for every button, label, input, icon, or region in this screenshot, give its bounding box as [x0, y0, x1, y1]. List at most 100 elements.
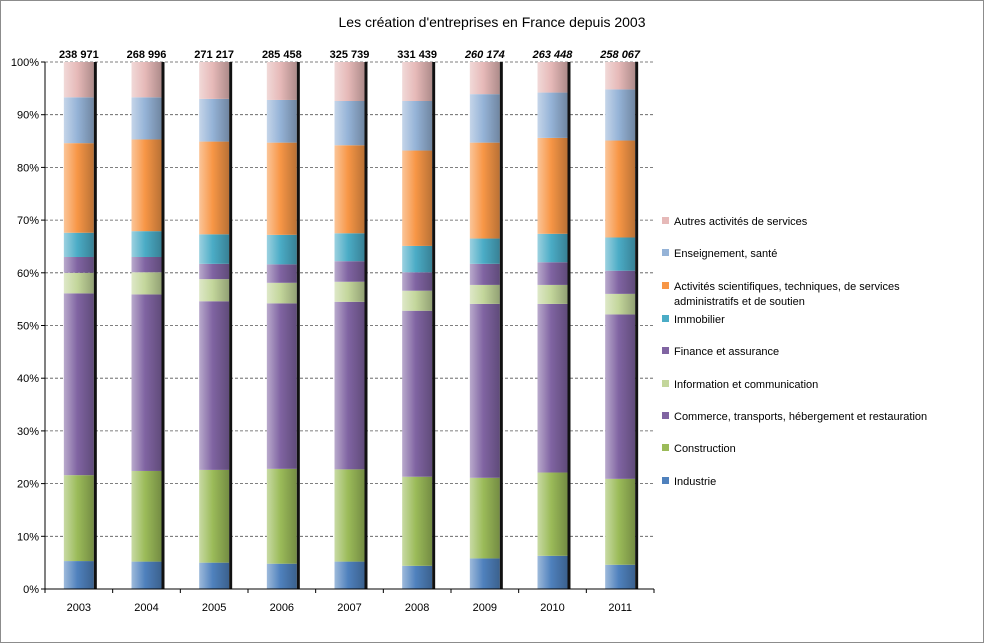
bar-segment-commerce-transports-hebergement-et-restauration-2006 — [266, 303, 297, 469]
total-labels: 238 971 268 996 271 217 285 458 325 739 331 4… — [59, 49, 641, 61]
bar-segment-information-et-communication-2006 — [266, 282, 297, 304]
bar-segment-activites-scientifiques-techniques-de-services-administratifs-et-de-soutien-2011 — [605, 140, 636, 238]
x-axis: 2003 2004 2005 2006 2007 2008 2009 2010 2011 — [44, 588, 655, 614]
bar-segment-enseignement-sante-2004 — [131, 97, 162, 140]
legend-swatch — [662, 444, 669, 451]
bar-segment-immobilier-2006 — [266, 234, 297, 265]
bar-2008 — [402, 62, 436, 589]
bar-segment-commerce-transports-hebergement-et-restauration-2011 — [605, 314, 636, 479]
bar-segment-construction-2007 — [334, 469, 365, 562]
bar-shadow — [499, 62, 503, 589]
legend-label: Finance et assurance — [674, 346, 779, 358]
legend-swatch — [662, 282, 669, 289]
x-tick-label: 2003 — [67, 602, 91, 614]
bar-segment-finance-et-assurance-2006 — [266, 264, 297, 283]
y-tick-label: 50% — [17, 321, 39, 333]
bar-segment-information-et-communication-2010 — [537, 284, 568, 304]
bar-segment-immobilier-2007 — [334, 233, 365, 262]
bar-segment-industrie-2008 — [402, 565, 433, 589]
x-tick-label: 2011 — [608, 602, 632, 614]
legend-swatch — [662, 217, 669, 224]
bar-2003 — [63, 62, 97, 589]
bar-shadow — [635, 62, 639, 589]
bar-segment-enseignement-sante-2010 — [537, 92, 568, 138]
bar-segment-immobilier-2003 — [63, 232, 94, 257]
bar-segment-activites-scientifiques-techniques-de-services-administratifs-et-de-soutien-2009 — [469, 142, 500, 239]
bar-segment-industrie-2005 — [199, 562, 230, 589]
bar-segment-immobilier-2010 — [537, 233, 568, 263]
legend-swatch — [662, 477, 669, 484]
bar-segment-finance-et-assurance-2005 — [199, 263, 230, 280]
bar-segment-autres-activites-de-services-2007 — [334, 62, 365, 101]
bar-segment-autres-activites-de-services-2009 — [469, 62, 500, 95]
legend-item-commerce-transports-hebergement-et-restauration: Commerce, transports, hébergement et res… — [662, 411, 927, 423]
bar-segment-commerce-transports-hebergement-et-restauration-2007 — [334, 301, 365, 470]
x-tick-label: 2010 — [540, 602, 564, 614]
total-label: 258 067 — [599, 49, 641, 61]
legend-swatch — [662, 412, 669, 419]
bar-segment-industrie-2010 — [537, 555, 568, 589]
bar-2010 — [537, 62, 571, 589]
bar-segment-autres-activites-de-services-2003 — [63, 62, 94, 98]
bar-2011 — [605, 62, 639, 589]
total-label: 263 448 — [532, 49, 574, 61]
bar-segment-commerce-transports-hebergement-et-restauration-2005 — [199, 301, 230, 470]
bar-2009 — [469, 62, 503, 589]
total-label: 285 458 — [262, 49, 302, 61]
bar-segment-finance-et-assurance-2007 — [334, 261, 365, 282]
bar-segment-immobilier-2004 — [131, 231, 162, 257]
y-tick-label: 70% — [17, 215, 39, 227]
bar-2005 — [199, 62, 233, 589]
bar-2007 — [334, 62, 368, 589]
bar-segment-finance-et-assurance-2009 — [469, 263, 500, 285]
y-tick-label: 100% — [11, 57, 39, 69]
y-tick-label: 90% — [17, 110, 39, 122]
x-tick-label: 2008 — [405, 602, 429, 614]
total-label: 271 217 — [194, 49, 234, 61]
bar-segment-enseignement-sante-2009 — [469, 94, 500, 143]
bar-segment-information-et-communication-2003 — [63, 272, 94, 294]
bar-segment-finance-et-assurance-2010 — [537, 262, 568, 285]
bar-segment-commerce-transports-hebergement-et-restauration-2004 — [131, 294, 162, 471]
legend: Autres activités de services Enseignement… — [662, 216, 927, 488]
total-label: 260 174 — [464, 49, 505, 61]
bar-segment-industrie-2003 — [63, 561, 94, 589]
bar-segment-information-et-communication-2011 — [605, 293, 636, 315]
bar-segment-finance-et-assurance-2011 — [605, 270, 636, 294]
bar-segment-construction-2005 — [199, 469, 230, 563]
bar-segment-commerce-transports-hebergement-et-restauration-2009 — [469, 303, 500, 478]
bar-segment-information-et-communication-2007 — [334, 281, 365, 302]
x-tick-label: 2004 — [134, 602, 158, 614]
y-tick-label: 0% — [23, 584, 39, 596]
legend-item-immobilier: Immobilier — [662, 314, 725, 326]
total-label: 238 971 — [59, 49, 99, 61]
bar-shadow — [432, 62, 436, 589]
bar-segment-commerce-transports-hebergement-et-restauration-2003 — [63, 293, 94, 476]
legend-swatch — [662, 347, 669, 354]
bar-segment-autres-activites-de-services-2011 — [605, 62, 636, 90]
legend-swatch — [662, 315, 669, 322]
bar-2004 — [131, 62, 165, 589]
bar-segment-industrie-2004 — [131, 561, 162, 589]
bar-segment-autres-activites-de-services-2006 — [266, 62, 297, 100]
bar-segment-activites-scientifiques-techniques-de-services-administratifs-et-de-soutien-2008 — [402, 150, 433, 246]
bar-segment-construction-2003 — [63, 475, 94, 562]
bar-segment-immobilier-2011 — [605, 237, 636, 271]
bar-segment-construction-2010 — [537, 472, 568, 556]
y-tick-label: 40% — [17, 373, 39, 385]
bar-segment-information-et-communication-2008 — [402, 290, 433, 311]
bar-segment-enseignement-sante-2007 — [334, 100, 365, 146]
bar-segment-construction-2004 — [131, 470, 162, 562]
x-tick-label: 2006 — [270, 602, 294, 614]
legend-label: Industrie — [674, 476, 716, 488]
bar-segment-enseignement-sante-2006 — [266, 99, 297, 143]
total-label: 331 439 — [397, 49, 437, 61]
bar-2006 — [266, 62, 300, 589]
total-label: 268 996 — [127, 49, 167, 61]
y-tick-label: 80% — [17, 162, 39, 174]
legend-item-information-et-communication: Information et communication — [662, 379, 818, 391]
bar-shadow — [567, 62, 571, 589]
bar-segment-activites-scientifiques-techniques-de-services-administratifs-et-de-soutien-2006 — [266, 142, 297, 235]
bar-segment-autres-activites-de-services-2005 — [199, 62, 230, 99]
